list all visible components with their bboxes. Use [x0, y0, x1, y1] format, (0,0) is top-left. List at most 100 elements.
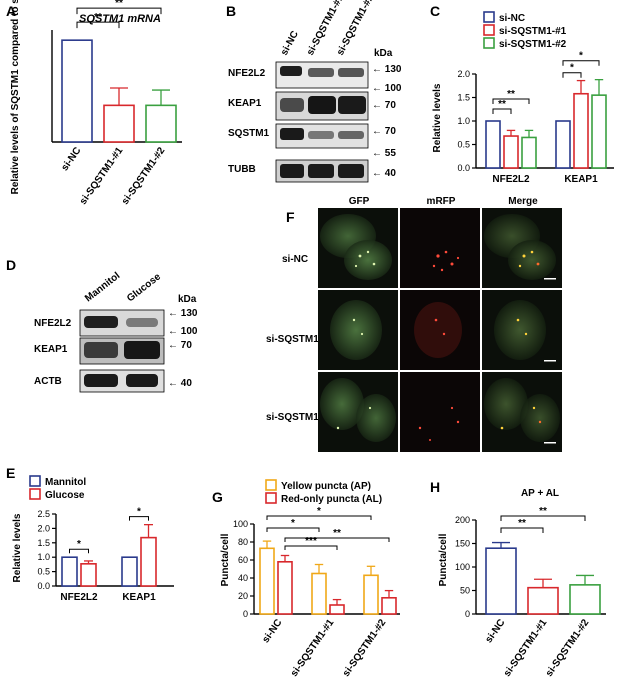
- chart-c-sig-1: [492, 98, 530, 104]
- chart-a-sig-0: [76, 21, 120, 29]
- chart-g-ytick-label-2: 40: [238, 573, 248, 583]
- panel-label-g: G: [212, 489, 223, 505]
- chart-g-bar-0-0: [259, 547, 275, 615]
- chart-g-legend-label-0: Yellow puncta (AP): [281, 481, 371, 492]
- blot-b-row-sqstm1: SQSTM1: [228, 128, 270, 139]
- chart-c-legend-swatch-0: [483, 11, 495, 23]
- chart-e-ytick-label-3: 1.5: [37, 538, 50, 548]
- chart-c-bar-1-0: [503, 135, 519, 169]
- chart-g-sig-2: [284, 545, 338, 550]
- chart-e-bar-0-0: [61, 556, 78, 587]
- chart-c-ylabel: Relative levels: [432, 83, 443, 152]
- chart-a-xlabel-0: si-NC: [59, 145, 83, 173]
- panel-label-h: H: [430, 479, 440, 495]
- chart-g-xlabel-1: si-SQSTM1-#1: [289, 617, 337, 679]
- chart-g-xlabel-2: si-SQSTM1-#2: [341, 617, 389, 679]
- chart-e-legend-label-0: Mannitol: [45, 477, 86, 488]
- micrograph-labels: GFP mRFP Merge si-NC si-SQSTM1-#1 si-SQS…: [266, 196, 538, 423]
- blot-b-marker-55: ← 55: [372, 148, 396, 159]
- micro-row-si2: si-SQSTM1-#2: [266, 412, 334, 423]
- chart-h-sig-1-label: **: [539, 506, 547, 517]
- chart-c-sig-0: [492, 108, 512, 114]
- chart-h-ylabel: Puncta/cell: [438, 533, 449, 586]
- chart-c-legend-label-0: si-NC: [499, 13, 525, 24]
- chart-g-ylabel: Puncta/cell: [220, 533, 231, 586]
- chart-g-legend-label-1: Red-only puncta (AL): [281, 494, 382, 505]
- chart-c-ytick-label-1: 0.5: [457, 140, 470, 150]
- chart-a-sig-1: [76, 7, 162, 15]
- chart-h: AP + AL Puncta/cell 050100150200si-NCsi-…: [438, 488, 606, 679]
- chart-e-ytick-label-1: 0.5: [37, 567, 50, 577]
- chart-a-xlabel-2: si-SQSTM1-#2: [120, 145, 168, 207]
- chart-c-ytick-label-4: 2.0: [457, 69, 470, 79]
- chart-h-bar-2: [569, 584, 601, 615]
- chart-a-sig-1-label: **: [115, 0, 123, 9]
- chart-c-ytick-label-0: 0.0: [457, 163, 470, 173]
- chart-g-sig-0: [266, 527, 320, 532]
- chart-e-sig-0-label: *: [77, 539, 81, 550]
- chart-h-sig-0-label: **: [518, 518, 526, 529]
- chart-a-xlabel-1: si-SQSTM1-#1: [78, 145, 126, 207]
- chart-a-bar-0: [61, 39, 93, 143]
- blot-b-kda: kDa: [374, 48, 393, 59]
- micro-si2-merge: [482, 372, 562, 452]
- micro-si1-gfp: [318, 290, 398, 370]
- chart-c-ytick-label-2: 1.0: [457, 116, 470, 126]
- blot-d-lane-2: Glucose: [125, 271, 163, 304]
- chart-h-bar-0: [485, 547, 517, 615]
- chart-c-bar-2-1: [591, 94, 607, 169]
- blot-b-marker-70b: ← 70: [372, 126, 396, 137]
- micro-col-merge: Merge: [508, 196, 538, 207]
- chart-c-sig-3-label: *: [579, 51, 583, 62]
- micro-si1-merge: [482, 290, 562, 370]
- blot-d-row-actb: ACTB: [34, 376, 62, 387]
- blot-d-row-nfe2l2: NFE2L2: [34, 318, 72, 329]
- chart-h-ytick-label-3: 150: [455, 539, 470, 549]
- micro-col-gfp: GFP: [349, 196, 370, 207]
- chart-c-xlabel-1: KEAP1: [564, 174, 598, 185]
- blot-b-row-nfe2l2: NFE2L2: [228, 68, 266, 79]
- chart-c-legend-swatch-2: [483, 37, 495, 49]
- chart-c-sig-1-label: **: [507, 89, 515, 100]
- micro-si1-mrfp: [400, 290, 480, 370]
- chart-e-sig-1: [129, 516, 149, 521]
- chart-g-sig-2-label: ***: [305, 536, 317, 547]
- panel-label-c: C: [430, 3, 440, 19]
- chart-h-ytick-label-4: 200: [455, 515, 470, 525]
- chart-c-bar-0-0: [485, 120, 501, 169]
- chart-h-xlabel-2: si-SQSTM1-#2: [544, 617, 592, 679]
- chart-g-ytick-label-4: 80: [238, 537, 248, 547]
- chart-h-xlabel-1: si-SQSTM1-#1: [502, 617, 550, 679]
- chart-e-sig-1-label: *: [137, 507, 141, 518]
- chart-c-sig-0-label: **: [498, 99, 506, 110]
- chart-a-ylabel: Relative levels of SQSTM1 compared to si…: [10, 0, 21, 194]
- chart-c-bar-2-0: [521, 136, 537, 169]
- chart-g-sig-1-label: *: [317, 506, 321, 517]
- chart-a-sig-0-label: **: [94, 12, 102, 23]
- panel-label-e: E: [6, 465, 15, 481]
- micro-row-sinc: si-NC: [282, 254, 308, 265]
- blot-b-lane-3: si-SQSTM1-#2: [335, 0, 376, 57]
- chart-c-legend-label-1: si-SQSTM1-#1: [499, 26, 567, 37]
- chart-g-sig-3: [284, 537, 390, 542]
- blot-b-row-tubb: TUBB: [228, 164, 256, 175]
- chart-e-xlabel-1: KEAP1: [122, 592, 156, 603]
- panel-label-b: B: [226, 3, 236, 19]
- chart-h-xlabel-0: si-NC: [483, 617, 507, 645]
- chart-g-ytick-label-1: 20: [238, 591, 248, 601]
- micro-sinc-gfp: [318, 208, 398, 288]
- chart-g-sig-3-label: **: [333, 528, 341, 539]
- chart-c-bar-0-1: [555, 120, 571, 169]
- chart-e-legend-label-1: Glucose: [45, 490, 85, 501]
- chart-e-ytick-label-2: 1.0: [37, 552, 50, 562]
- chart-g-ytick-label-3: 60: [238, 555, 248, 565]
- chart-g-bar-1-2: [381, 596, 397, 615]
- chart-h-ytick-label-1: 50: [460, 586, 470, 596]
- chart-g-sig-1: [266, 515, 372, 520]
- western-blot-d: kDa Mannitol Glucose NFE2L2 ← 130 ← 100 …: [34, 270, 198, 393]
- chart-g-ytick-label-0: 0: [243, 609, 248, 619]
- chart-c-sig-2-label: *: [570, 63, 574, 74]
- chart-h-ytick-label-2: 100: [455, 562, 470, 572]
